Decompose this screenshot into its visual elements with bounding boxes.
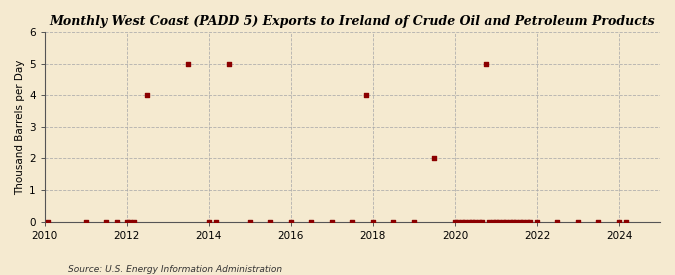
Point (388, 219, 399, 224)
Point (532, 219, 543, 224)
Point (552, 219, 563, 224)
Point (224, 61, 235, 66)
Point (450, 219, 460, 224)
Point (211, 219, 221, 224)
Title: Monthly West Coast (PADD 5) Exports to Ireland of Crude Oil and Petroleum Produc: Monthly West Coast (PADD 5) Exports to I… (49, 15, 655, 28)
Point (504, 219, 515, 224)
Point (43, 219, 53, 224)
Point (511, 219, 522, 224)
Point (514, 219, 525, 224)
Point (508, 219, 518, 224)
Point (125, 219, 136, 224)
Point (367, 219, 378, 224)
Point (142, 93, 153, 97)
Point (470, 219, 481, 224)
Point (463, 219, 474, 224)
Point (80, 219, 91, 224)
Point (491, 219, 502, 224)
Point (484, 219, 495, 224)
Point (521, 219, 532, 224)
Point (306, 219, 317, 224)
Point (497, 219, 508, 224)
Point (122, 219, 132, 224)
Point (487, 219, 498, 224)
Point (473, 219, 484, 224)
Point (111, 219, 122, 224)
Point (128, 219, 139, 224)
Point (429, 156, 440, 161)
Point (620, 219, 631, 224)
Point (183, 61, 194, 66)
Y-axis label: Thousand Barrels per Day: Thousand Barrels per Day (15, 59, 25, 194)
Point (524, 219, 535, 224)
Point (481, 61, 491, 66)
Point (453, 219, 464, 224)
Point (408, 219, 419, 224)
Point (572, 219, 583, 224)
Point (456, 219, 467, 224)
Text: Source: U.S. Energy Information Administration: Source: U.S. Energy Information Administ… (68, 265, 281, 274)
Point (203, 219, 214, 224)
Point (501, 219, 512, 224)
Point (614, 219, 624, 224)
Point (466, 219, 477, 224)
Point (265, 219, 276, 224)
Point (360, 93, 371, 97)
Point (101, 219, 112, 224)
Point (327, 219, 338, 224)
Point (494, 219, 505, 224)
Point (460, 219, 470, 224)
Point (347, 219, 358, 224)
Point (286, 219, 296, 224)
Point (244, 219, 255, 224)
Point (477, 219, 488, 224)
Point (518, 219, 529, 224)
Point (593, 219, 604, 224)
